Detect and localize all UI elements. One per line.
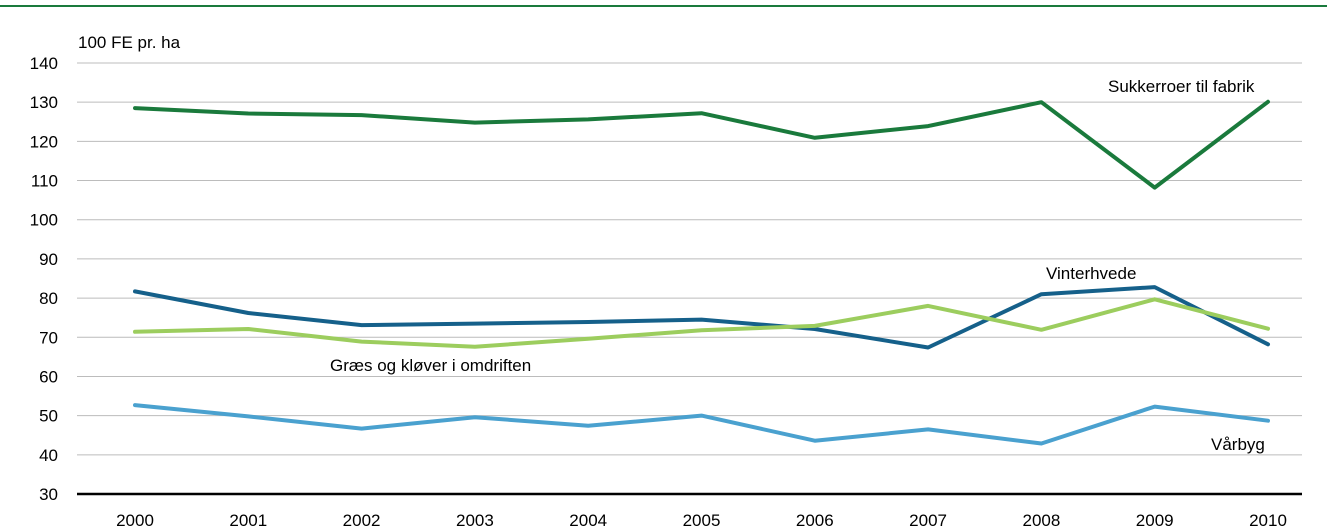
y-tick-label: 90 (39, 250, 58, 269)
y-tick-label: 30 (39, 485, 58, 504)
x-tick-label: 2008 (1022, 511, 1060, 530)
series-line-graes-kloever (133, 297, 1270, 349)
x-tick-label: 2007 (909, 511, 947, 530)
series-label-graes-kloever: Græs og kløver i omdriften (330, 356, 531, 375)
gridlines (77, 62, 1302, 456)
x-tick-label: 2003 (456, 511, 494, 530)
y-tick-label: 70 (39, 328, 58, 347)
y-tick-label: 100 (30, 211, 58, 230)
y-axis-unit-label: 100 FE pr. ha (78, 33, 181, 52)
x-tick-label: 2005 (683, 511, 721, 530)
y-tick-label: 110 (31, 172, 58, 191)
series-line-vaarbyg (133, 403, 1270, 446)
y-tick-label: 140 (30, 54, 58, 73)
x-tick-label: 2002 (343, 511, 381, 530)
series-label-sukkerroer: Sukkerroer til fabrik (1108, 77, 1255, 96)
series-line-sukkerroer (133, 99, 1270, 190)
x-tick-label: 2000 (116, 511, 154, 530)
x-axis-ticks: 2000 2001 2002 2003 2004 2005 2006 2007 2008 2009… (116, 511, 1287, 530)
y-tick-label: 40 (39, 446, 58, 465)
series-labels: Sukkerroer til fabrik Vinterhvede Græs og … (330, 77, 1265, 454)
x-tick-label: 2009 (1136, 511, 1174, 530)
series-label-vinterhvede: Vinterhvede (1046, 264, 1136, 283)
y-axis-ticks: 30 40 50 60 70 80 90 100 110 120 130 140 (30, 54, 58, 504)
x-tick-label: 2001 (229, 511, 267, 530)
series-label-vaarbyg: Vårbyg (1211, 435, 1265, 454)
series-lines (133, 99, 1270, 446)
y-tick-label: 60 (39, 367, 58, 386)
y-tick-label: 80 (39, 289, 58, 308)
y-tick-label: 50 (39, 407, 58, 426)
x-tick-label: 2004 (569, 511, 607, 530)
x-tick-label: 2006 (796, 511, 834, 530)
series-line-vinterhvede (133, 285, 1270, 350)
y-tick-label: 120 (30, 132, 58, 151)
x-tick-label: 2010 (1249, 511, 1287, 530)
y-tick-label: 130 (30, 93, 58, 112)
